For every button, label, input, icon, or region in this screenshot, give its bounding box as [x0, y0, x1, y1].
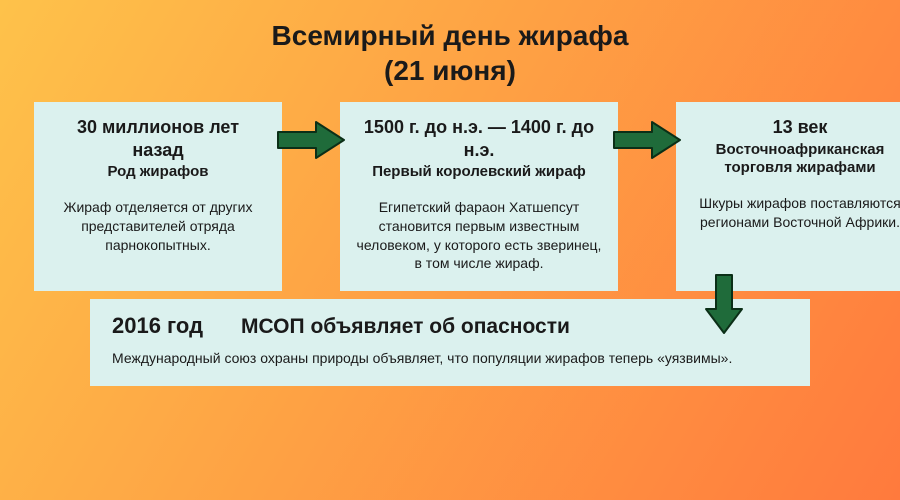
arrow-slot-1 — [282, 102, 340, 291]
title-block: Всемирный день жирафа (21 июня) — [34, 18, 866, 88]
infographic-content: Всемирный день жирафа (21 июня) 30 милли… — [0, 0, 900, 500]
timeline-card-3: 13 век Восточноафриканская торговля жира… — [676, 102, 900, 291]
final-head: 2016 год МСОП объявляет об опасности — [112, 313, 788, 339]
card-subtitle: Восточноафриканская торговля жирафами — [692, 141, 900, 179]
card-body: Жираф отделяется от других представителе… — [50, 198, 266, 255]
final-year: 2016 год — [112, 313, 203, 339]
final-card: 2016 год МСОП объявляет об опасности Меж… — [90, 299, 810, 386]
card-subtitle: Род жирафов — [50, 163, 266, 182]
card-body: Египетский фараон Хатшепсут становится п… — [356, 198, 602, 274]
card-subtitle: Первый королевский жираф — [356, 163, 602, 182]
card-date: 13 век — [692, 116, 900, 139]
timeline-card-1: 30 миллионов лет назад Род жирафов Жираф… — [34, 102, 282, 291]
arrow-down-icon — [704, 273, 744, 335]
arrow-right-icon — [276, 120, 346, 160]
final-headline: МСОП объявляет об опасности — [241, 315, 570, 339]
card-body: Шкуры жирафов поставляются регионами Вос… — [692, 194, 900, 232]
timeline-card-2: 1500 г. до н.э. — 1400 г. до н.э. Первый… — [340, 102, 618, 291]
title-line-1: Всемирный день жирафа — [34, 18, 866, 53]
card-date: 1500 г. до н.э. — 1400 г. до н.э. — [356, 116, 602, 161]
title-line-2: (21 июня) — [34, 53, 866, 88]
arrow-down-slot — [704, 273, 744, 340]
card-date: 30 миллионов лет назад — [50, 116, 266, 161]
final-body: Международный союз охраны природы объявл… — [112, 349, 788, 368]
timeline-row: 30 миллионов лет назад Род жирафов Жираф… — [34, 102, 866, 291]
arrow-right-icon — [612, 120, 682, 160]
arrow-slot-2 — [618, 102, 676, 291]
final-row: 2016 год МСОП объявляет об опасности Меж… — [34, 299, 866, 386]
